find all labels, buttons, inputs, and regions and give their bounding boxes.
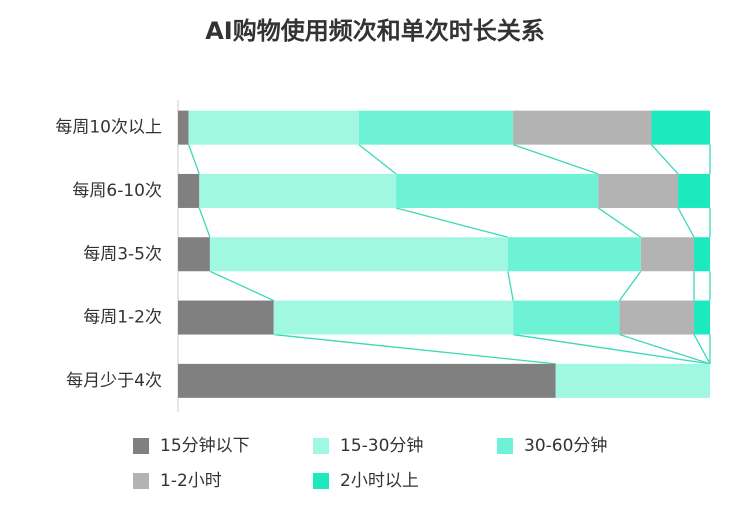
connector xyxy=(507,271,514,301)
connector xyxy=(650,144,679,175)
bar-segment xyxy=(678,173,710,208)
connector xyxy=(273,333,556,365)
legend-label: 15分钟以下 xyxy=(160,436,250,456)
bar-segment xyxy=(178,237,210,272)
bar-segment xyxy=(598,173,679,208)
bar-segment xyxy=(396,173,599,208)
connector xyxy=(619,270,642,301)
bar-segment xyxy=(640,237,695,272)
legend-label: 30-60分钟 xyxy=(524,436,607,456)
bar-segment xyxy=(555,363,710,398)
connector xyxy=(188,144,200,175)
y-tick-label: 每月少于4次 xyxy=(66,371,162,391)
legend-swatch xyxy=(313,438,329,454)
y-tick-label: 每周3-5次 xyxy=(83,244,162,264)
bar-segment xyxy=(651,110,710,145)
connector xyxy=(597,207,642,238)
legend-label: 15-30分钟 xyxy=(340,436,423,456)
bar-segment xyxy=(273,300,514,335)
legend-swatch xyxy=(313,473,329,489)
chart-title: AI购物使用频次和单次时长关系 xyxy=(205,17,545,45)
bar-segment xyxy=(694,237,710,272)
bar-segment xyxy=(178,363,556,398)
bar-segment xyxy=(178,110,189,145)
bar-segment xyxy=(209,237,508,272)
bar-segment xyxy=(513,300,620,335)
bar-segment xyxy=(188,110,359,145)
legend-label: 1-2小时 xyxy=(160,471,222,491)
bar-segment xyxy=(694,300,710,335)
bar-segment xyxy=(507,237,641,272)
y-tick-label: 每周10次以上 xyxy=(55,118,162,138)
connector xyxy=(512,144,599,175)
connector xyxy=(198,207,211,238)
legend-swatch xyxy=(497,438,513,454)
legend-swatch xyxy=(133,438,149,454)
bar-segment xyxy=(358,110,514,145)
legend-swatch xyxy=(133,473,149,489)
legend-label: 2小时以上 xyxy=(340,471,419,491)
connector xyxy=(395,207,509,238)
bar-segment xyxy=(178,173,200,208)
y-tick-label: 每周6-10次 xyxy=(72,181,162,201)
connector xyxy=(619,333,711,365)
connector xyxy=(513,333,711,365)
bar-segment xyxy=(199,173,397,208)
bar-segment xyxy=(619,300,695,335)
connector xyxy=(358,144,397,175)
bar-segment xyxy=(513,110,652,145)
bar-segment xyxy=(178,300,274,335)
connector xyxy=(209,270,275,302)
connector xyxy=(693,334,711,365)
y-tick-label: 每周1-2次 xyxy=(83,308,162,328)
connector xyxy=(677,207,695,238)
